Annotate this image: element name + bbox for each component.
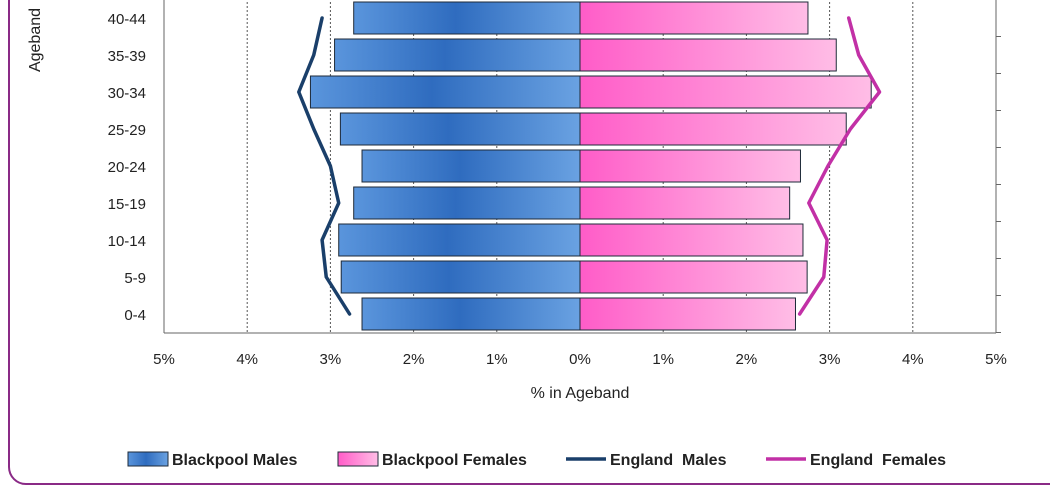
bar-blackpool-females — [579, 1, 809, 35]
bar-blackpool-females — [579, 75, 872, 109]
bar-blackpool-males — [340, 260, 581, 294]
x-tick-label: 2% — [403, 351, 425, 368]
axes: 5% 4% 3% 2% 1% 0% 1% 2% 3% 4% 5% 0-4 5-9 10-14 15-19 20… — [108, 0, 1007, 368]
x-axis-title: % in Ageband — [531, 385, 630, 402]
bar-blackpool-males — [338, 223, 581, 257]
bar-blackpool-females — [579, 112, 847, 146]
bar-blackpool-males — [353, 186, 581, 220]
line-england-males — [297, 16, 352, 316]
y-tick-label: 30-34 — [108, 85, 146, 102]
legend-swatch — [127, 451, 169, 467]
y-tick-label: 10-14 — [108, 233, 146, 250]
x-tick-label: 5% — [985, 351, 1007, 368]
y-tick-label: 35-39 — [108, 48, 146, 65]
x-tick-label: 3% — [819, 351, 841, 368]
bar-blackpool-males — [334, 38, 581, 72]
y-tick-label: 40-44 — [108, 11, 146, 28]
x-tick-label: 0% — [569, 351, 591, 368]
bar-blackpool-males — [339, 112, 581, 146]
x-tick-label: 2% — [736, 351, 758, 368]
line-england-females — [797, 16, 882, 316]
x-tick-label: 4% — [902, 351, 924, 368]
england-lines — [297, 16, 882, 316]
bar-blackpool-females — [579, 260, 808, 294]
bar-blackpool-females — [579, 38, 837, 72]
bar-blackpool-males — [309, 75, 581, 109]
y-axis-title: Ageband — [27, 8, 44, 72]
bars — [309, 1, 872, 331]
bar-blackpool-females — [579, 186, 791, 220]
bar-blackpool-females — [579, 223, 804, 257]
x-tick-label: 3% — [320, 351, 342, 368]
legend-swatch — [337, 451, 379, 467]
y-tick-label: 15-19 — [108, 196, 146, 213]
legend-label: England Females — [810, 452, 946, 469]
bar-blackpool-females — [579, 297, 796, 331]
x-tick-label: 5% — [153, 351, 175, 368]
legend: Blackpool Males Blackpool Females England … — [127, 451, 946, 469]
legend-label: Blackpool Females — [382, 452, 527, 469]
y-tick-label: 20-24 — [108, 159, 146, 176]
axis-labels: % in Ageband Ageband — [27, 8, 629, 402]
bar-blackpool-males — [361, 297, 581, 331]
y-tick-label: 25-29 — [108, 122, 146, 139]
legend-label: Blackpool Males — [172, 452, 297, 469]
bar-blackpool-females — [579, 149, 801, 183]
bar-blackpool-males — [353, 1, 581, 35]
y-tick-label: 0-4 — [124, 307, 146, 324]
y-tick-label: 5-9 — [124, 270, 146, 287]
x-tick-label: 4% — [236, 351, 258, 368]
legend-label: England Males — [610, 452, 727, 469]
x-tick-label: 1% — [652, 351, 674, 368]
chart-frame — [8, 0, 1050, 485]
bar-blackpool-males — [361, 149, 581, 183]
x-tick-label: 1% — [486, 351, 508, 368]
